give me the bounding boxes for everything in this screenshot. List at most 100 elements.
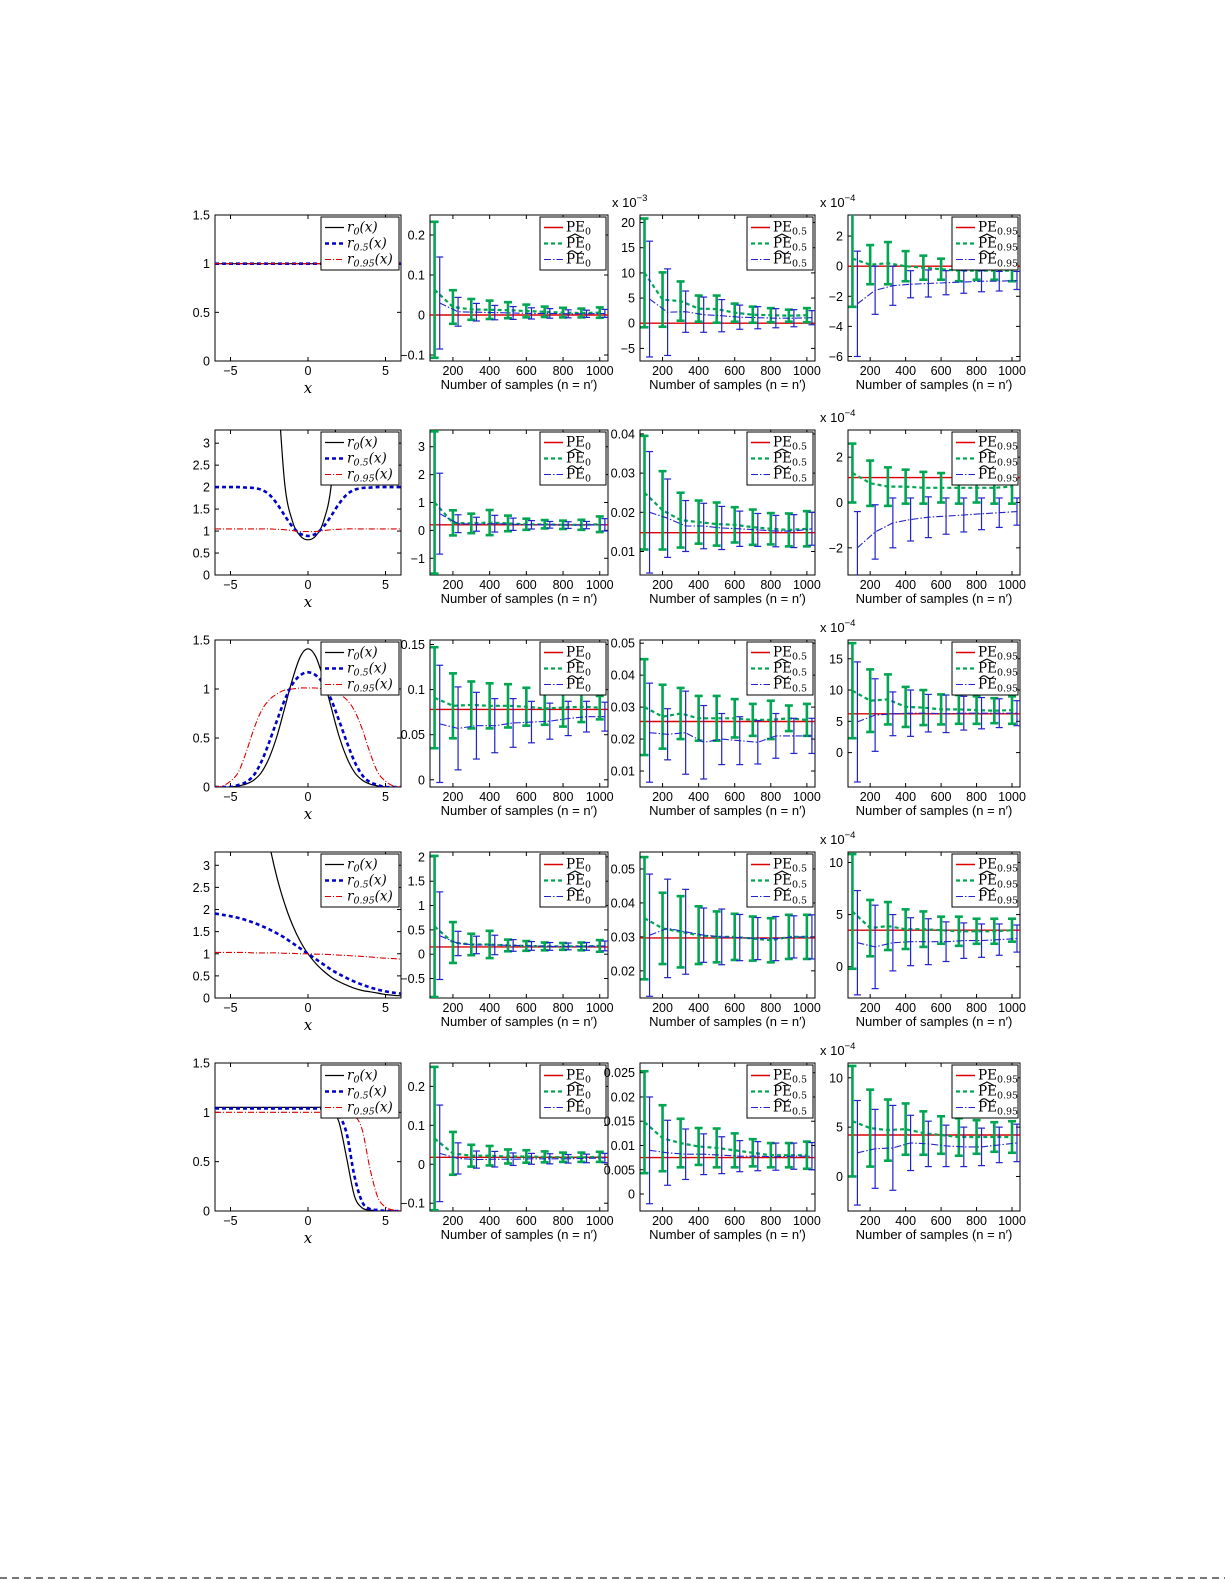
subplot-r2c1: −5 0 5 0 0.5 1 1.5 2 2.5 3 x r0(x)r0.5(x)r0.95(x) [193,429,402,611]
svg-text:x 10−4: x 10−4 [820,1041,855,1058]
svg-text:r0.5(x): r0.5(x) [347,661,387,679]
svg-text:1: 1 [418,899,425,913]
svg-text:3: 3 [203,859,210,873]
svg-text:200: 200 [652,364,673,378]
svg-text:1000: 1000 [793,578,821,592]
svg-text:PE0.95: PE0.95 [978,435,1018,453]
svg-text:PE0: PE0 [566,236,591,254]
svg-text:5: 5 [382,364,389,378]
svg-text:1000: 1000 [793,1214,821,1228]
svg-text:0: 0 [836,746,843,760]
svg-text:0: 0 [305,578,312,592]
svg-text:600: 600 [516,1001,537,1015]
svg-text:400: 400 [479,790,500,804]
subplot-r1c3: 200 400 600 800 1000 −5 0 5 10 15 20 Number of samp… [612,193,821,392]
svg-text:2.5: 2.5 [193,459,210,473]
svg-text:PE0: PE0 [566,857,591,875]
svg-text:800: 800 [553,364,574,378]
svg-text:0.02: 0.02 [611,506,635,520]
pe-series [430,430,608,575]
svg-text:Number of samples (n = n′): Number of samples (n = n′) [856,1227,1013,1242]
svg-text:Number of samples (n = n′): Number of samples (n = n′) [441,1227,598,1242]
legend: r0(x)r0.5(x)r0.95(x) [320,216,400,271]
svg-text:PE0.95: PE0.95 [978,467,1018,485]
svg-text:800: 800 [760,1214,781,1228]
svg-text:r0(x): r0(x) [347,857,378,875]
svg-text:0.5: 0.5 [193,547,210,561]
svg-text:0.5: 0.5 [193,732,210,746]
svg-text:Number of samples (n = n′): Number of samples (n = n′) [441,1014,598,1029]
legend: r0(x)r0.5(x)r0.95(x) [320,641,400,696]
svg-text:0.03: 0.03 [611,930,635,944]
legend: r0(x)r0.5(x)r0.95(x) [320,853,400,908]
svg-text:0: 0 [836,1170,843,1184]
svg-text:0.5: 0.5 [193,1155,210,1169]
subplot-r2c4: 200 400 600 800 1000 −2 0 2 Number of samples (n… [820,408,1026,606]
legend: r0(x)r0.5(x)r0.95(x) [320,431,400,486]
svg-text:400: 400 [688,1214,709,1228]
svg-text:0.1: 0.1 [408,269,425,283]
svg-text:5: 5 [628,292,635,306]
svg-text:3: 3 [418,440,425,454]
svg-text:0: 0 [203,355,210,369]
svg-text:0.5: 0.5 [193,969,210,983]
svg-text:600: 600 [724,790,745,804]
svg-text:2: 2 [418,850,425,864]
subplot-r2c2: 200 400 600 800 1000 −1 0 1 2 3 Number of samples … [411,429,614,606]
svg-text:Number of samples (n = n′): Number of samples (n = n′) [649,803,806,818]
svg-text:1000: 1000 [586,1001,614,1015]
svg-text:200: 200 [443,364,464,378]
svg-text:1: 1 [203,525,210,539]
svg-text:Number of samples (n = n′): Number of samples (n = n′) [649,591,806,606]
svg-text:Number of samples (n = n′): Number of samples (n = n′) [649,1227,806,1242]
svg-text:−5: −5 [621,342,635,356]
svg-text:0: 0 [203,569,210,583]
svg-text:r0.5(x): r0.5(x) [347,236,387,254]
svg-text:1.5: 1.5 [193,209,210,223]
svg-text:1.5: 1.5 [193,503,210,517]
svg-text:200: 200 [443,790,464,804]
svg-text:0.2: 0.2 [408,229,425,243]
subplot-r5c2: 200 400 600 800 1000 −0.1 0 0.1 0.2 Number of sam… [400,1062,614,1242]
svg-text:5: 5 [382,1001,389,1015]
svg-text:600: 600 [516,364,537,378]
svg-text:r0(x): r0(x) [347,220,378,238]
svg-text:PE0: PE0 [566,252,591,270]
svg-text:600: 600 [724,1214,745,1228]
svg-text:0: 0 [836,260,843,274]
svg-text:200: 200 [860,1214,881,1228]
svg-text:PE0.5: PE0.5 [773,873,807,891]
svg-text:1000: 1000 [586,790,614,804]
svg-text:−4: −4 [829,320,843,334]
svg-text:1000: 1000 [998,1214,1026,1228]
subplot-r1c2: 200 400 600 800 1000 −0.1 0 0.1 0.2 Number of sam… [400,214,614,392]
svg-text:400: 400 [479,1214,500,1228]
svg-text:2: 2 [203,903,210,917]
svg-text:PE0.5: PE0.5 [773,661,807,679]
svg-text:5: 5 [836,908,843,922]
subplot-r1c1: −5 0 5 0 0.5 1 1.5 x r0(x)r0.5(x)r0.95(x) [193,209,402,397]
svg-text:−0.1: −0.1 [400,1197,425,1211]
svg-text:800: 800 [966,790,987,804]
svg-text:PE0: PE0 [566,889,591,907]
svg-text:800: 800 [760,1001,781,1015]
svg-text:0.01: 0.01 [611,545,635,559]
svg-text:0: 0 [305,364,312,378]
svg-text:2: 2 [203,481,210,495]
svg-text:PE0.5: PE0.5 [773,1068,807,1086]
svg-text:0.025: 0.025 [604,1066,635,1080]
svg-text:800: 800 [760,790,781,804]
pe-series [640,657,815,783]
svg-text:r0(x): r0(x) [347,645,378,663]
svg-text:400: 400 [895,1214,916,1228]
svg-text:x: x [304,379,313,397]
svg-text:0.05: 0.05 [401,728,425,742]
svg-text:200: 200 [860,364,881,378]
svg-text:600: 600 [516,1214,537,1228]
